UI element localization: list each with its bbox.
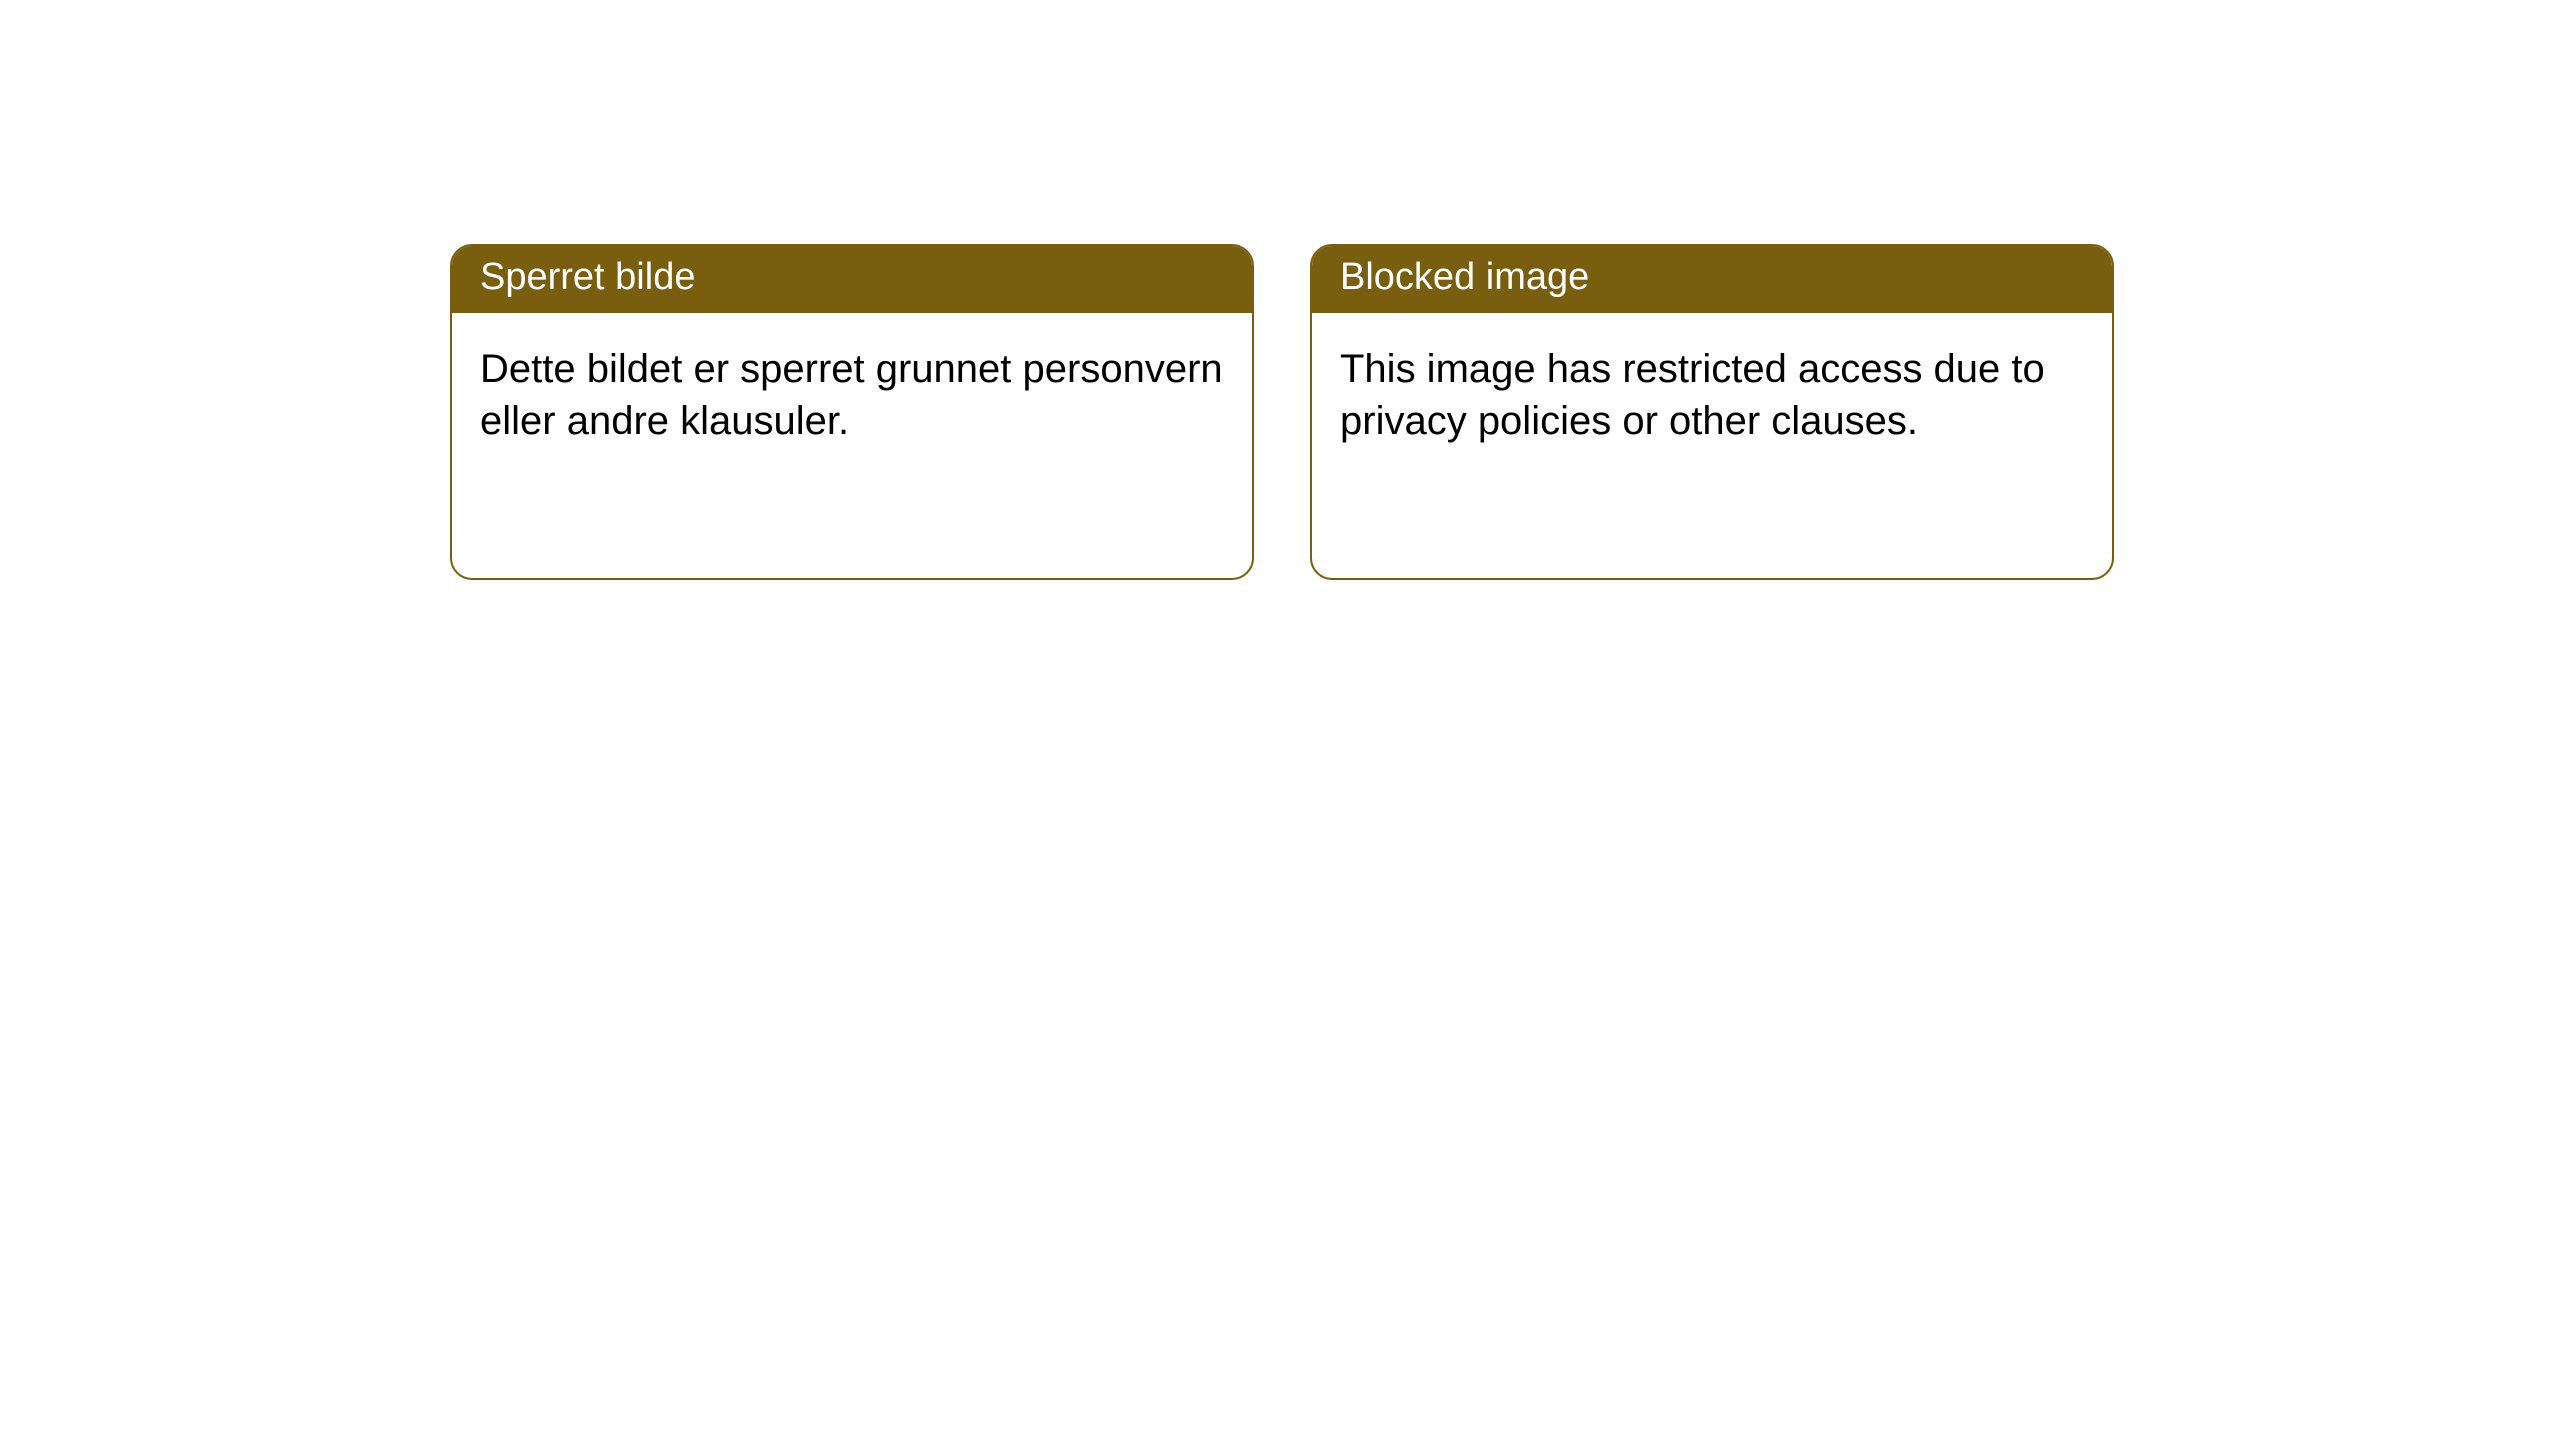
notice-card-english: Blocked image This image has restricted … — [1310, 244, 2114, 580]
notice-body: Dette bildet er sperret grunnet personve… — [452, 313, 1252, 477]
notice-card-norwegian: Sperret bilde Dette bildet er sperret gr… — [450, 244, 1254, 580]
notice-body: This image has restricted access due to … — [1312, 313, 2112, 477]
notice-title: Blocked image — [1312, 246, 2112, 313]
notice-container: Sperret bilde Dette bildet er sperret gr… — [0, 0, 2560, 580]
notice-title: Sperret bilde — [452, 246, 1252, 313]
